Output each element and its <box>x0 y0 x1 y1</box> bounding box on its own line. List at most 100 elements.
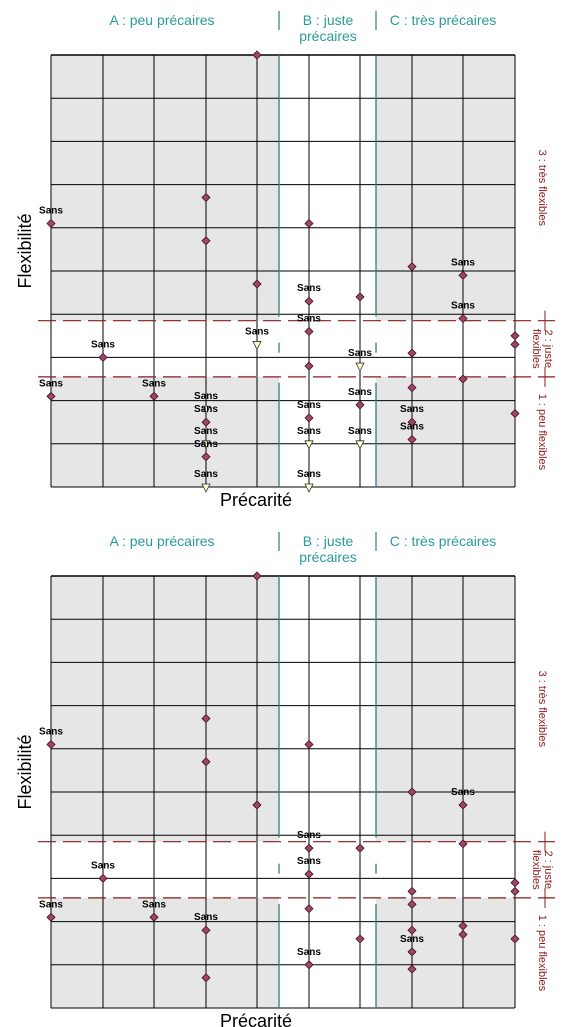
data-point-diamond <box>355 400 365 410</box>
data-point-diamond <box>149 912 159 922</box>
data-point-diamond <box>458 313 468 324</box>
data-label: Sans <box>451 301 475 312</box>
data-point-diamond <box>510 339 520 350</box>
data-label: Sans <box>297 947 321 958</box>
data-label: Sans <box>39 899 63 910</box>
x-zone-label-3: C : très précaires <box>390 533 497 549</box>
shaded-zone <box>376 55 515 321</box>
data-point-diamond <box>252 50 262 60</box>
data-point-triangle <box>201 405 211 416</box>
x-zone-label-2: B : juste précaires <box>299 12 357 44</box>
data-point-diamond <box>458 270 468 280</box>
chart-panel-1: A : peu précaires B : juste précaires C : t… <box>15 11 555 510</box>
data-point-triangle <box>304 483 314 493</box>
data-label: Sans <box>400 404 424 415</box>
y-zone-label-1: 3 : très flexibles <box>536 671 548 748</box>
shaded-zone <box>376 376 515 487</box>
data-point-triangle <box>201 440 211 450</box>
data-label: Sans <box>194 439 218 450</box>
data-point-diamond <box>407 383 417 393</box>
data-point-diamond <box>304 413 314 423</box>
data-point-diamond <box>304 296 314 306</box>
data-point-diamond <box>510 331 520 341</box>
data-label: Sans <box>297 830 321 841</box>
y-zone-label-1: 3 : très flexibles <box>536 150 548 227</box>
data-point-diamond <box>252 279 262 289</box>
data-label: Sans <box>348 387 372 398</box>
data-point-diamond <box>458 839 468 849</box>
data-label: Sans <box>91 860 115 871</box>
data-point-diamond <box>304 960 314 970</box>
data-label: Sans <box>297 400 321 411</box>
data-point-diamond <box>46 391 56 401</box>
y-axis-label: Flexibilité <box>15 734 35 809</box>
data-point-triangle <box>355 362 365 372</box>
shaded-zone <box>376 576 515 842</box>
data-label: Sans <box>297 313 321 324</box>
x-zone-label-1: A : peu précaires <box>109 533 214 549</box>
data-point-diamond <box>458 921 468 931</box>
x-zone-label-1: A : peu précaires <box>109 12 214 28</box>
y-zone-label-2: 2 : justeflexibles <box>530 850 554 890</box>
data-label: Sans <box>297 856 321 867</box>
data-point-diamond <box>304 904 314 914</box>
data-point-diamond <box>458 800 468 810</box>
data-point-diamond <box>201 925 211 935</box>
data-point-diamond <box>407 886 417 896</box>
data-point-diamond <box>98 873 108 883</box>
data-label: Sans <box>142 378 166 389</box>
data-label: Sans <box>142 899 166 910</box>
data-point-diamond <box>98 352 108 362</box>
data-label: Sans <box>400 421 424 432</box>
data-label: Sans <box>451 257 475 268</box>
shaded-zone <box>51 376 279 487</box>
y-zone-label-2: 2 : justeflexibles <box>530 329 554 369</box>
data-point-diamond <box>407 262 417 272</box>
data-point-triangle <box>304 440 314 450</box>
x-zone-label-2: B : juste précaires <box>299 533 357 565</box>
data-point-diamond <box>304 218 314 229</box>
data-point-diamond <box>355 292 365 302</box>
data-point-diamond <box>458 374 468 384</box>
data-label: Sans <box>194 912 218 923</box>
data-point-diamond <box>355 934 365 944</box>
data-point-diamond <box>201 417 211 427</box>
data-label: Sans <box>194 426 218 437</box>
data-label: Sans <box>91 339 115 350</box>
data-point-diamond <box>355 843 365 853</box>
data-point-diamond <box>407 348 417 358</box>
y-zone-label-3: 1 : peu flexibles <box>536 394 548 471</box>
data-point-diamond <box>304 326 314 337</box>
y-zone-label-3: 1 : peu flexibles <box>536 915 548 992</box>
data-point-diamond <box>407 947 417 957</box>
data-label: Sans <box>39 726 63 737</box>
data-point-diamond <box>407 899 417 909</box>
shaded-zone <box>51 897 279 1008</box>
data-point-diamond <box>304 843 314 853</box>
data-label: Sans <box>245 326 269 337</box>
data-point-diamond <box>201 452 211 462</box>
chart-panel-2: A : peu précaires B : juste précaires C : t… <box>15 532 555 1027</box>
data-point-diamond <box>510 934 520 944</box>
data-point-diamond <box>201 192 211 203</box>
data-point-diamond <box>407 434 417 445</box>
data-point-diamond <box>201 757 211 767</box>
data-point-diamond <box>304 361 314 371</box>
data-point-diamond <box>46 739 56 750</box>
data-label: Sans <box>39 378 63 389</box>
y-axis-label: Flexibilité <box>15 213 35 288</box>
data-label: Sans <box>451 787 475 798</box>
data-label: Sans <box>297 283 321 294</box>
shaded-zone <box>51 576 279 842</box>
data-point-diamond <box>458 929 468 940</box>
data-label: Sans <box>297 469 321 480</box>
data-point-triangle <box>201 483 211 493</box>
data-point-diamond <box>201 236 211 246</box>
data-point-diamond <box>304 869 314 879</box>
data-point-diamond <box>252 800 262 810</box>
data-point-diamond <box>407 925 417 935</box>
shaded-zone <box>51 55 279 321</box>
x-axis-label: Précarité <box>220 490 292 510</box>
data-label: Sans <box>194 469 218 480</box>
data-label: Sans <box>297 426 321 437</box>
